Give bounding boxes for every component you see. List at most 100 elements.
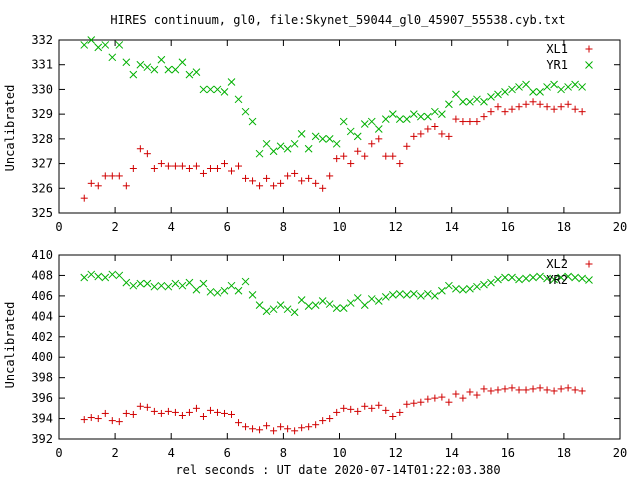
panel-2-xl2-point xyxy=(94,415,102,423)
panel-1-xl1-point xyxy=(206,165,214,173)
panel-1-yr1-point xyxy=(402,115,411,123)
panel-2-yr2-point xyxy=(332,304,341,313)
panel-2-xl2-point xyxy=(557,385,565,393)
panel-2-yr2-point xyxy=(557,273,565,282)
panel-1-yr1-point xyxy=(297,130,306,138)
panel-2-x-tick-label: 8 xyxy=(280,446,287,460)
panel-1-xl1-point xyxy=(550,105,558,113)
panel-2-yr2-point xyxy=(381,293,390,301)
panel-1-yr1-point xyxy=(304,144,313,153)
panel-1-xl1-point xyxy=(389,152,397,160)
panel-2-yr2-point xyxy=(374,297,383,305)
panel-1-x-tick-label: 18 xyxy=(557,220,571,234)
panel-2-yr2-point xyxy=(80,273,89,282)
panel-2-xl2-point xyxy=(206,406,214,414)
panel-1-yr1-point xyxy=(360,120,369,128)
panel-1-yr1-point xyxy=(339,117,348,126)
panel-2-yr2-point xyxy=(395,289,404,298)
panel-1-yr1-point xyxy=(409,110,418,118)
panel-1-xl1-point xyxy=(129,165,137,173)
panel-2-xl2-point xyxy=(529,385,537,393)
panel-1-yr1-point xyxy=(388,110,397,118)
panel-2-xl2-point xyxy=(375,401,383,409)
panel-2-xl2-point xyxy=(228,410,236,418)
panel-2-yr2-point xyxy=(143,279,152,288)
panel-2-xl2-point xyxy=(459,394,467,402)
panel-1-yr1-point xyxy=(424,112,432,121)
panel-2-yr2-point xyxy=(529,273,537,282)
panel-2-xl2-point xyxy=(368,404,376,412)
panel-1-legend-label-yr1: YR1 xyxy=(546,58,568,72)
panel-2-yr2-point xyxy=(94,272,103,281)
panel-2-yr2-point xyxy=(501,273,509,282)
panel-1-yr1-point xyxy=(192,68,201,76)
panel-2-xl2-point xyxy=(424,395,432,403)
panel-2-xl2-point xyxy=(277,423,285,431)
panel-2-xl2-point xyxy=(171,408,179,416)
panel-2-legend-label-xl2: XL2 xyxy=(546,257,568,271)
panel-1-yr1-point xyxy=(80,41,89,49)
panel-1-y-tick-label: 332 xyxy=(31,33,53,47)
panel-2-xl2-point xyxy=(122,409,130,417)
panel-1-yr1-point xyxy=(536,88,544,96)
panel-2-xl2-point xyxy=(340,404,348,412)
panel-1-yr1-point xyxy=(262,139,271,148)
panel-1-xl1-point xyxy=(424,125,432,133)
panel-1-yr1-point xyxy=(557,85,565,94)
panel-1-yr1-point xyxy=(178,58,187,67)
panel-1-xl1-point xyxy=(284,172,292,180)
panel-1-legend-label-xl1: XL1 xyxy=(546,42,568,56)
panel-2-x-tick-label: 10 xyxy=(332,446,346,460)
panel-2-xl2-point xyxy=(284,425,292,433)
panel-2-yr2-point xyxy=(543,274,551,283)
panel-1-x-tick-label: 12 xyxy=(388,220,402,234)
panel-1-xl1-point xyxy=(277,179,285,187)
panel-2-xl2-point xyxy=(178,411,186,419)
panel-1-yr1-point xyxy=(108,53,117,62)
panel-1-xl1-point xyxy=(396,160,404,168)
panel-1-xl1-point xyxy=(522,100,530,108)
panel-2-yr2-point xyxy=(115,271,124,280)
panel-1-yr1-point xyxy=(395,115,404,123)
panel-1-yr1-point xyxy=(543,83,551,91)
panel-2-x-tick-label: 12 xyxy=(388,446,402,460)
panel-1-xl1-point xyxy=(529,98,537,106)
panel-2-xl2-point xyxy=(319,417,327,425)
panel-1-xl1-point xyxy=(438,130,446,138)
panel-2-yr2-point xyxy=(367,295,376,303)
panel-2-yr2-point xyxy=(255,301,264,309)
panel-2-xl2-point xyxy=(192,404,200,412)
panel-1-yr1-point xyxy=(220,88,229,96)
panel-1-yr1-point xyxy=(571,80,579,89)
panel-2-xl2-point xyxy=(354,407,362,415)
panel-1-xl1-point xyxy=(291,169,299,177)
panel-1-yr1-point xyxy=(480,97,488,106)
panel-1-x-tick-label: 4 xyxy=(168,220,175,234)
panel-2-yr2-point xyxy=(213,288,222,297)
panel-2-y-tick-label: 400 xyxy=(31,350,53,364)
panel-2-xl2-point xyxy=(185,408,193,416)
panel-1-xl1-point xyxy=(466,118,474,126)
panel-1-xl1-point xyxy=(319,184,327,192)
panel-2-xl2-point xyxy=(403,400,411,408)
panel-2-y-tick-label: 396 xyxy=(31,391,53,405)
panel-1-xl1-point xyxy=(136,145,144,153)
panel-1-legend-marker-xl1 xyxy=(585,45,593,53)
panel-2-yr2-point xyxy=(234,286,243,295)
panel-2-y-tick-label: 392 xyxy=(31,432,53,446)
panel-2-xl2-point xyxy=(242,423,250,431)
panel-2-yr2-point xyxy=(409,289,418,298)
panel-2-xl2-point xyxy=(473,391,481,399)
panel-2-yr2-point xyxy=(136,279,145,288)
panel-1-xl1-point xyxy=(143,150,151,158)
panel-1-xl1-point xyxy=(347,160,355,168)
panel-1-yr1-point xyxy=(115,41,124,49)
panel-2-xl2-point xyxy=(312,421,320,429)
panel-2-xl2-point xyxy=(157,409,165,417)
panel-2-yr2-point xyxy=(466,284,474,293)
panel-1-xl1-point xyxy=(473,118,481,126)
panel-2-xl2-point xyxy=(220,409,228,417)
panel-1-yr1-point xyxy=(94,43,103,52)
panel-2-yr2-point xyxy=(220,286,229,295)
panel-2-xl2-point xyxy=(101,409,109,417)
